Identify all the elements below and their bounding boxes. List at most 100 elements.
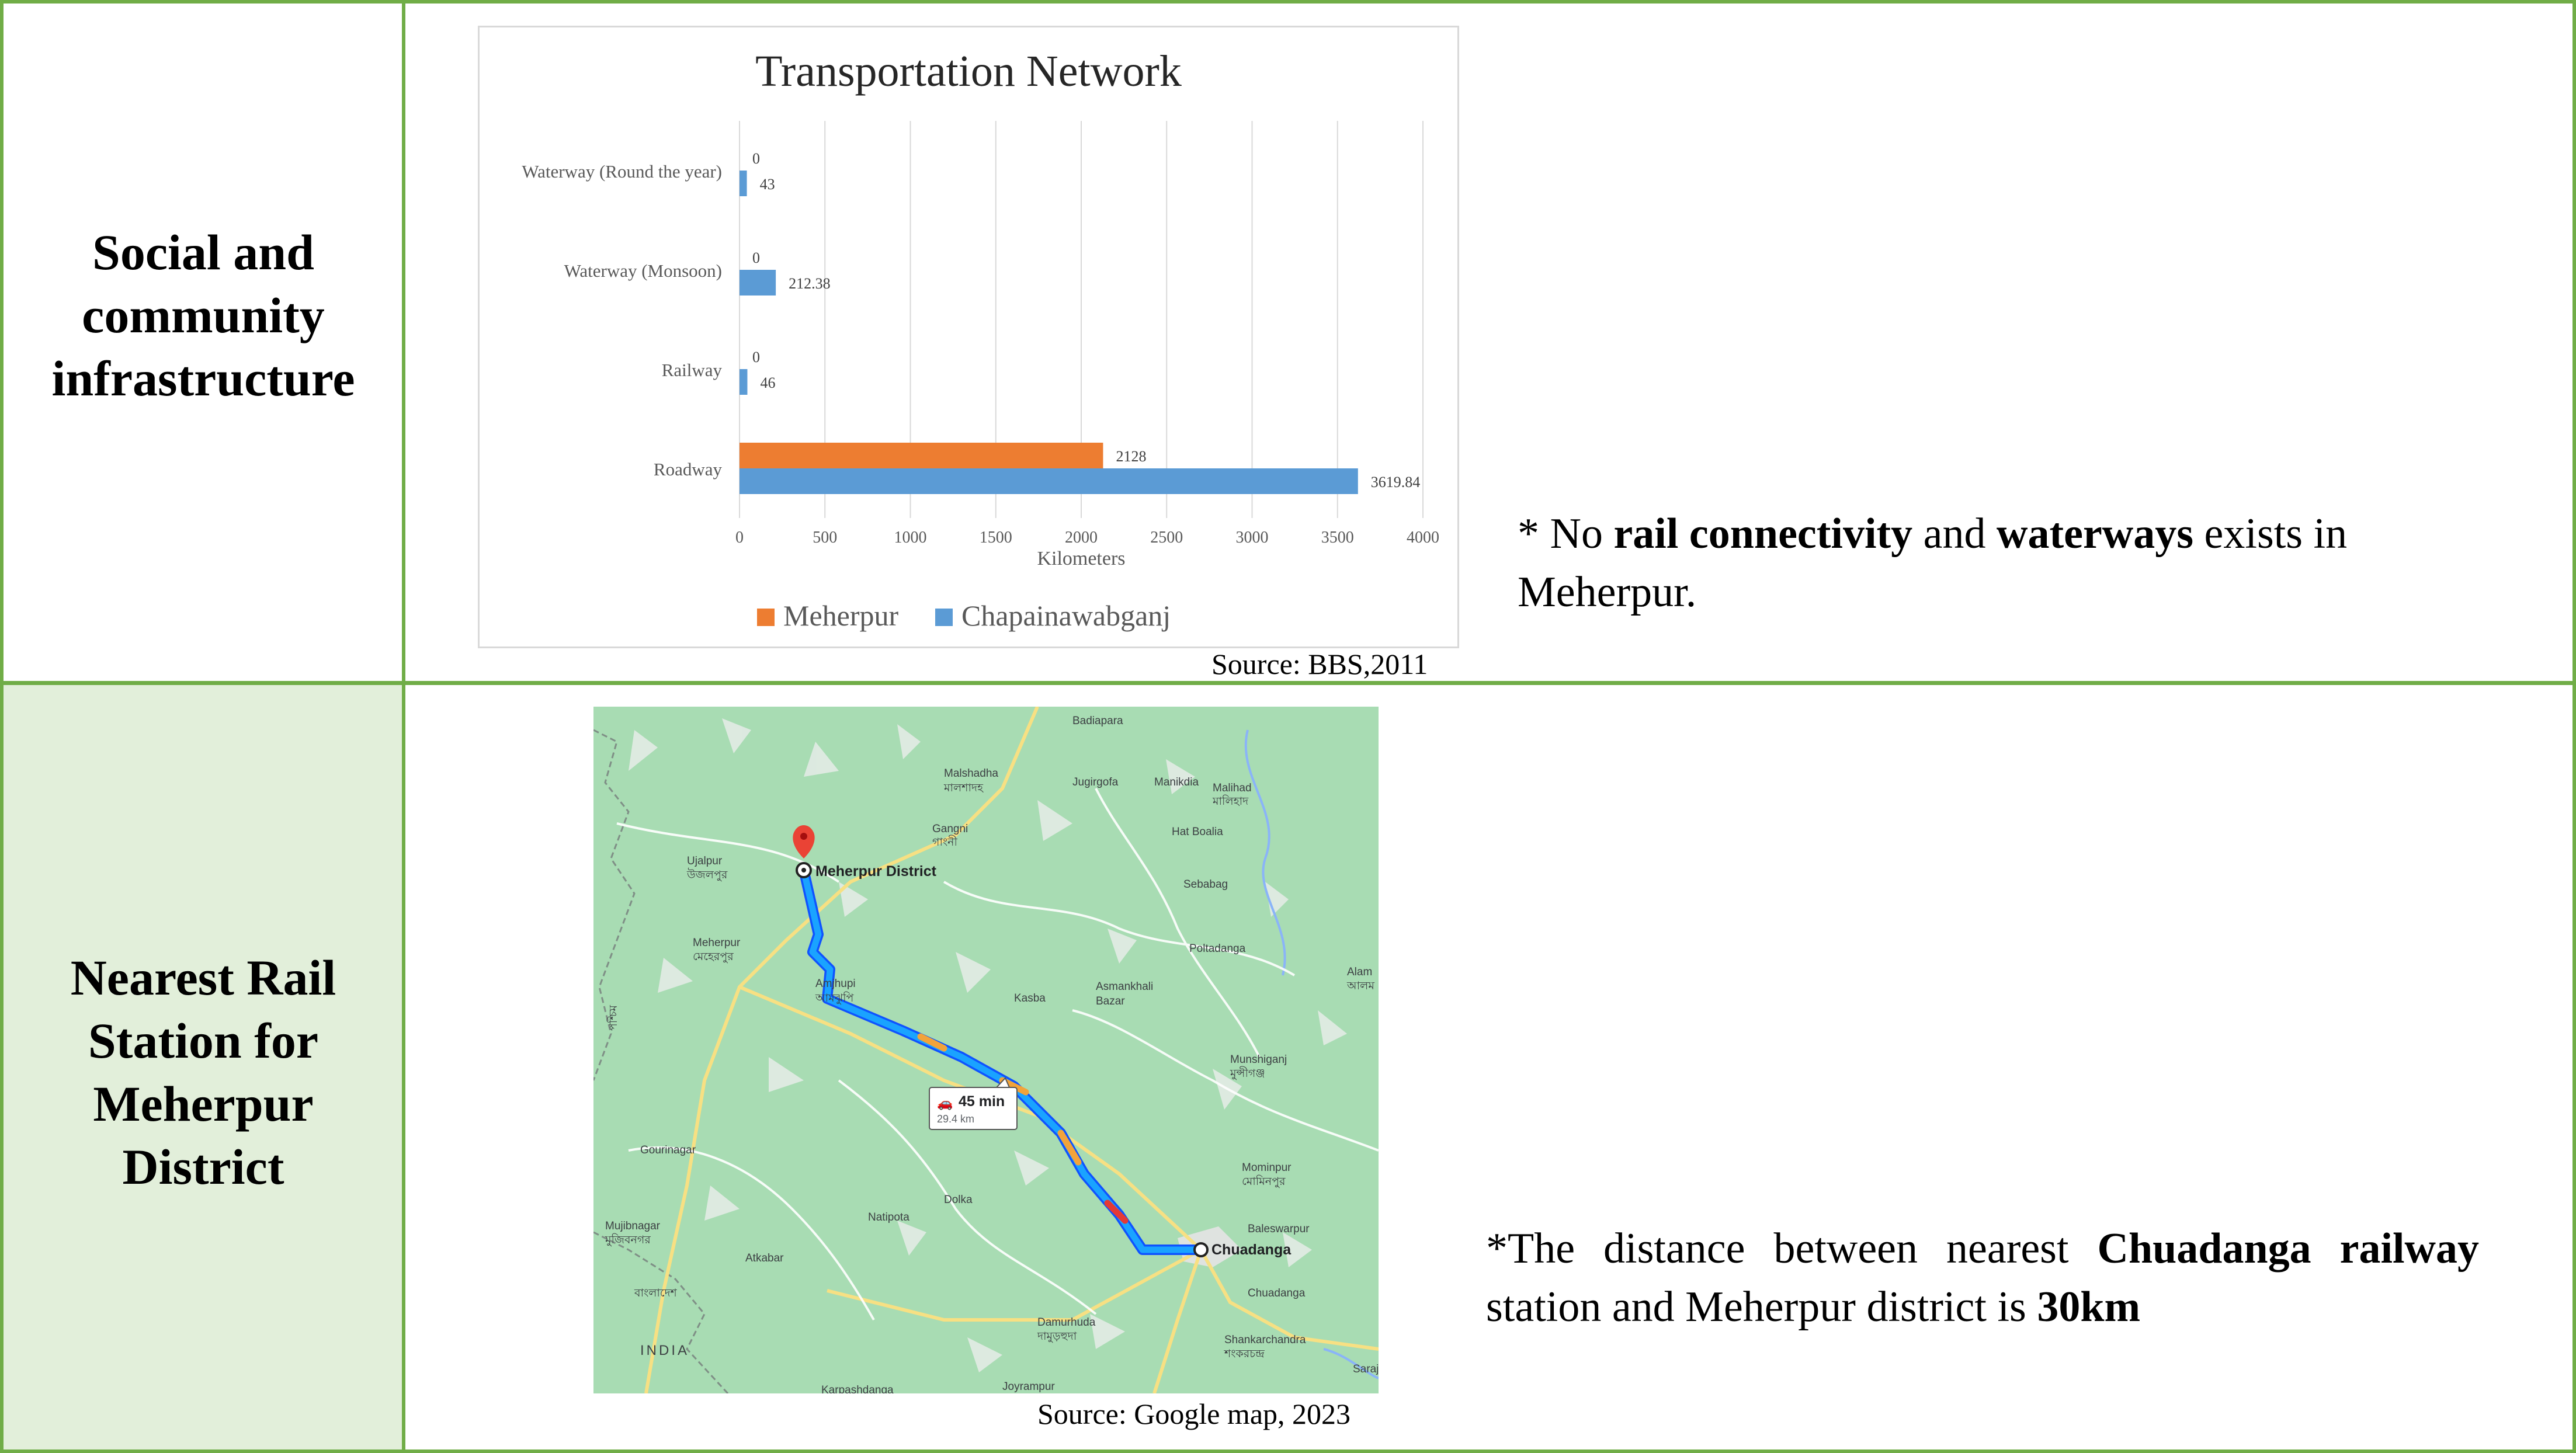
map-place-label: Hat Boalia (1172, 826, 1223, 838)
x-tick-label: 4000 (1407, 529, 1439, 547)
map-place-label: Ujalpur (687, 855, 723, 867)
row1-label-line: Social and (92, 224, 314, 280)
map-place-label: INDIA (640, 1343, 689, 1358)
x-axis-label: Kilometers (1037, 548, 1125, 569)
column-divider (402, 0, 405, 1453)
chart-source: Source: BBS,2011 (1211, 648, 1428, 680)
chart-title: Transportation Network (755, 47, 1182, 96)
row2-label-line: Station for (88, 1013, 319, 1069)
map-place-label: Karpashdanga (821, 1384, 894, 1393)
category-label: Railway (662, 360, 723, 380)
map-place-label: আমঝুপি (815, 992, 855, 1004)
map-place-label: Asmankhali (1096, 981, 1153, 993)
map-place-label: মালিহাদ (1212, 795, 1249, 808)
x-tick-label: 500 (813, 529, 837, 547)
map-place-label: Mominpur (1242, 1162, 1292, 1174)
route-info-box[interactable]: 🚗 45 min 29.4 km (929, 1077, 1018, 1130)
row2-label-line: District (122, 1139, 284, 1195)
map-place-label: পশ্চিম (607, 1005, 620, 1031)
map-place-label: Bazar (1096, 995, 1125, 1007)
data-label: 2128 (1116, 448, 1146, 465)
route-time: 45 min (959, 1093, 1005, 1110)
note-nearest-station: *The distance between nearest Chuadanga … (1486, 1225, 2479, 1331)
map-place-label: Joyrampur (1002, 1381, 1055, 1393)
x-tick-label: 1500 (980, 529, 1012, 547)
map-place-label: Natipota (868, 1211, 909, 1223)
data-label: 43 (760, 176, 775, 193)
origin-label: Meherpur District (815, 863, 937, 880)
transportation-bar-chart: Transportation Network 21283619.84046021… (522, 47, 1439, 632)
data-label: 0 (752, 249, 760, 266)
category-label: Waterway (Monsoon) (564, 260, 722, 281)
bar-chapainawabganj (740, 468, 1358, 494)
map-place-label: Gangni (932, 823, 968, 835)
bar-chapainawabganj (740, 270, 776, 296)
svg-text:🚗: 🚗 (937, 1096, 953, 1110)
map-place-label: Malshadha (944, 767, 998, 780)
map-place-label: Gourinagar (640, 1144, 696, 1156)
x-tick-label: 3500 (1321, 529, 1354, 547)
map-place-label: Meherpur (693, 937, 741, 949)
x-tick-label: 2000 (1065, 529, 1098, 547)
bar-chapainawabganj (740, 369, 748, 395)
map-place-label: Sebabag (1183, 878, 1228, 891)
map-place-label: Baleswarpur (1248, 1223, 1310, 1235)
map-place-label: Mujibnagar (605, 1220, 661, 1232)
row-divider (0, 681, 2576, 685)
map-place-label: Shankarchandra (1224, 1334, 1306, 1346)
row2-label-line: Meherpur (93, 1076, 314, 1132)
data-label: 0 (752, 150, 760, 167)
bar-chapainawabganj (740, 171, 747, 196)
map-place-label: Damurhuda (1037, 1316, 1096, 1329)
route-distance: 29.4 km (937, 1113, 974, 1125)
legend-swatch (757, 609, 775, 626)
bar-meherpur (740, 443, 1103, 468)
row1-label-line: community (82, 287, 325, 343)
map-place-label: আলম (1346, 980, 1374, 992)
map-place-label: Atkabar (745, 1252, 784, 1264)
map-source: Source: Google map, 2023 (1037, 1398, 1351, 1430)
map-place-label: মুজিবনগর (605, 1233, 651, 1246)
legend-label: Meherpur (783, 599, 898, 632)
note-rail-waterways: * No rail connectivity and waterways exi… (1518, 510, 2348, 616)
category-label: Waterway (Round the year) (522, 161, 722, 182)
map-place-label: মুন্সীগঞ্জ (1230, 1066, 1265, 1080)
map-place-label: গাংনী (932, 835, 957, 849)
row1-label-line: infrastructure (51, 350, 355, 406)
map-place-label: মালশাদহ (943, 782, 984, 794)
row2-label-cell (4, 685, 402, 1449)
map-place-label: মেহেরপুর (693, 951, 734, 963)
destination-label: Chuadanga (1211, 1242, 1292, 1258)
legend-label: Chapainawabganj (961, 599, 1171, 632)
data-label: 0 (752, 349, 760, 366)
x-tick-label: 2500 (1150, 529, 1183, 547)
map-place-label: Jugirgofa (1072, 776, 1119, 788)
row2-label: Nearest Rail Station for Meherpur Distri… (12, 946, 395, 1198)
data-label: 3619.84 (1371, 474, 1421, 491)
x-tick-label: 3000 (1236, 529, 1269, 547)
x-tick-label: 1000 (894, 529, 927, 547)
x-tick-label: 0 (735, 529, 744, 547)
map-place-label: Malihad (1213, 782, 1252, 794)
legend-swatch (935, 609, 953, 626)
map-place-label: Badiapara (1072, 715, 1123, 727)
row2-label-line: Nearest Rail (70, 950, 336, 1006)
route-map[interactable]: 🚗 45 min 29.4 km Meherpur District Chuad… (593, 707, 1379, 1393)
map-place-label: উজলপুর (686, 868, 728, 881)
data-label: 46 (760, 374, 775, 391)
map-place-label: Alam (1347, 966, 1372, 978)
category-label: Roadway (654, 459, 723, 479)
map-place-label: Chuadanga (1248, 1287, 1306, 1299)
map-place-label: শংকরচন্দ্র (1224, 1348, 1265, 1360)
map-place-label: Amjhupi (815, 978, 856, 990)
map-place-label: Dolka (944, 1194, 973, 1206)
row1-label: Social and community infrastructure (12, 221, 395, 410)
map-place-label: মোমিনপুর (1242, 1175, 1286, 1188)
map-place-label: বাংলাদেশ (634, 1287, 678, 1299)
chart-container: Transportation Network 2128 3619.84 0 46 0 21… (478, 26, 1459, 648)
map-place-label: Kasba (1014, 992, 1046, 1004)
map-place-label: Munshiganj (1230, 1054, 1287, 1066)
map-place-label: দামুড়হুদা (1037, 1330, 1077, 1343)
data-label: 212.38 (789, 275, 831, 292)
